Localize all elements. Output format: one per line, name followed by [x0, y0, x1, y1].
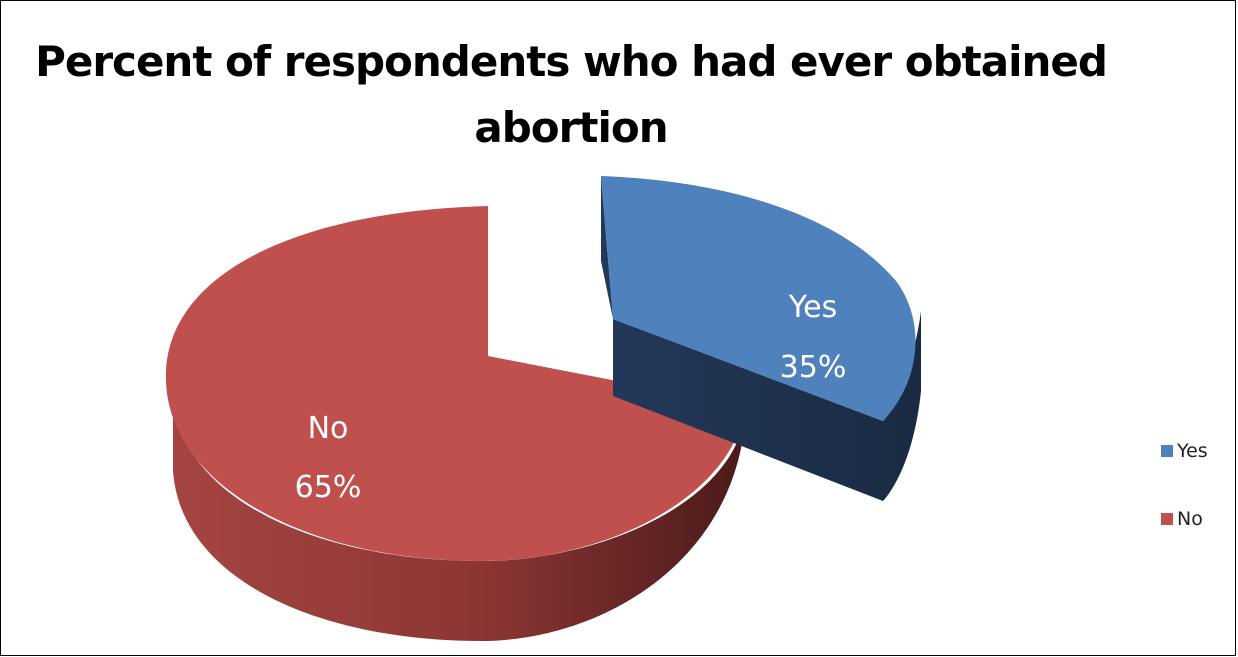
legend-swatch-no — [1161, 513, 1173, 525]
legend: Yes No — [1161, 439, 1208, 575]
data-label-yes-name: Yes — [788, 290, 837, 325]
slice-yes — [601, 176, 916, 421]
slice-yes-side — [601, 176, 921, 501]
data-label-no-name: No — [308, 411, 349, 446]
slice-no-side — [173, 396, 746, 641]
legend-label-no: No — [1177, 508, 1203, 530]
legend-item-yes: Yes — [1161, 439, 1208, 463]
data-label-yes-value: 35% — [780, 350, 847, 385]
slice-no — [165, 206, 746, 561]
legend-item-no: No — [1161, 507, 1208, 531]
data-label-no-value: 65% — [295, 470, 362, 505]
chart-title: Percent of respondents who had ever obta… — [35, 37, 1108, 152]
legend-label-yes: Yes — [1177, 440, 1208, 462]
legend-swatch-yes — [1161, 445, 1173, 457]
